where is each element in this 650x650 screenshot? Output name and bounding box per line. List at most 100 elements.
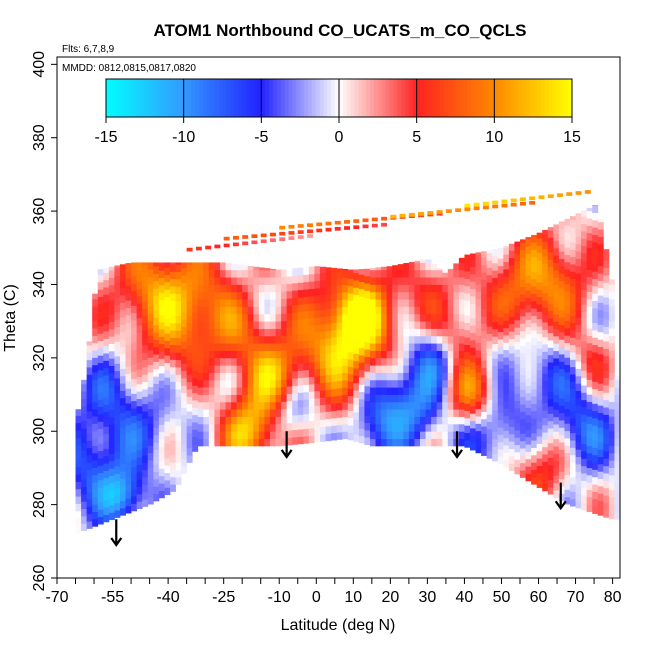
heatmap-cell bbox=[281, 408, 288, 417]
heatmap-cell bbox=[575, 500, 582, 509]
heatmap-cell bbox=[275, 306, 282, 315]
heatmap-cell bbox=[553, 409, 560, 418]
heatmap-cell bbox=[453, 263, 460, 271]
heatmap-cell bbox=[386, 394, 393, 403]
heatmap-cell bbox=[153, 471, 160, 480]
heatmap-cell bbox=[475, 276, 482, 285]
heatmap-cell bbox=[158, 490, 165, 499]
heatmap-cell bbox=[375, 299, 382, 307]
heatmap-strip-cell bbox=[399, 213, 406, 218]
heatmap-cell bbox=[458, 299, 465, 307]
heatmap-cell bbox=[142, 396, 149, 405]
heatmap-cell bbox=[303, 340, 310, 349]
heatmap-cell bbox=[392, 291, 399, 300]
heatmap-strip-cell bbox=[316, 228, 323, 233]
heatmap-cell bbox=[325, 433, 332, 442]
heatmap-cell bbox=[570, 491, 576, 500]
heatmap-cell bbox=[136, 273, 143, 282]
heatmap-cell bbox=[581, 210, 588, 217]
heatmap-strip-cell bbox=[390, 214, 397, 219]
heatmap-cell bbox=[375, 387, 382, 395]
heatmap-cell bbox=[92, 394, 99, 402]
heatmap-cell bbox=[586, 232, 593, 241]
heatmap-cell bbox=[81, 508, 88, 517]
heatmap-cell bbox=[447, 321, 454, 329]
heatmap-cell bbox=[375, 431, 382, 439]
heatmap-cell bbox=[386, 409, 393, 417]
heatmap-cell bbox=[103, 279, 110, 288]
heatmap-cell bbox=[247, 321, 254, 329]
heatmap-cell bbox=[425, 262, 432, 271]
heatmap-cell bbox=[97, 406, 104, 415]
heatmap-cell bbox=[214, 262, 221, 271]
heatmap-cell bbox=[486, 355, 493, 364]
heatmap-cell bbox=[153, 412, 160, 421]
heatmap-cell bbox=[403, 291, 410, 300]
heatmap-cell bbox=[375, 343, 382, 351]
heatmap-cell bbox=[108, 292, 115, 300]
heatmap-cell bbox=[586, 262, 593, 270]
heatmap-cell bbox=[431, 372, 438, 381]
heatmap-cell bbox=[81, 427, 88, 436]
heatmap-cell bbox=[436, 365, 443, 373]
heatmap-cell bbox=[475, 269, 482, 278]
heatmap-cell bbox=[336, 373, 343, 382]
heatmap-cell bbox=[203, 277, 210, 285]
heatmap-cell bbox=[197, 431, 204, 439]
heatmap-cell bbox=[558, 287, 565, 296]
heatmap-cell bbox=[231, 269, 238, 278]
colorbar-swatch bbox=[327, 79, 332, 117]
heatmap-cell bbox=[297, 385, 304, 393]
heatmap-cell bbox=[492, 255, 499, 264]
heatmap-cell bbox=[153, 383, 160, 392]
heatmap-cell bbox=[381, 401, 388, 410]
colorbar-swatch bbox=[568, 79, 573, 117]
heatmap-cell bbox=[431, 423, 438, 432]
heatmap-cell bbox=[575, 317, 582, 325]
heatmap-cell bbox=[103, 411, 110, 420]
heatmap-cell bbox=[236, 306, 243, 315]
heatmap-cell bbox=[308, 391, 315, 400]
heatmap-cell bbox=[397, 343, 404, 351]
heatmap-cell bbox=[186, 403, 193, 412]
heatmap-cell bbox=[231, 387, 238, 395]
heatmap-cell bbox=[336, 329, 343, 338]
heatmap-cell bbox=[119, 375, 126, 384]
colorbar-swatch bbox=[397, 79, 402, 117]
heatmap-cell bbox=[586, 430, 593, 439]
heatmap-cell bbox=[147, 364, 154, 373]
heatmap-cell bbox=[592, 381, 599, 390]
heatmap-cell bbox=[381, 321, 388, 329]
heatmap-cell bbox=[108, 490, 115, 499]
heatmap-cell bbox=[153, 456, 160, 465]
heatmap-cell bbox=[508, 294, 515, 303]
heatmap-cell bbox=[303, 325, 310, 334]
heatmap-cell bbox=[231, 409, 238, 417]
heatmap-cell bbox=[514, 327, 521, 335]
heatmap-cell bbox=[414, 438, 421, 447]
heatmap-cell bbox=[503, 423, 510, 431]
heatmap-cell bbox=[503, 445, 510, 453]
heatmap-cell bbox=[481, 352, 488, 361]
heatmap-cell bbox=[108, 365, 115, 374]
heatmap-cell bbox=[614, 504, 621, 513]
heatmap-strip-cell bbox=[316, 222, 323, 227]
heatmap-cell bbox=[458, 431, 465, 439]
heatmap-cell bbox=[603, 355, 610, 364]
heatmap-cell bbox=[292, 392, 299, 401]
heatmap-cell bbox=[475, 298, 482, 307]
colorbar-swatch bbox=[505, 79, 511, 117]
heatmap-cell bbox=[375, 306, 382, 315]
heatmap-cell bbox=[197, 306, 204, 315]
heatmap-cell bbox=[492, 365, 499, 374]
heatmap-cell bbox=[186, 367, 193, 375]
heatmap-cell bbox=[169, 300, 176, 309]
heatmap-cell bbox=[508, 257, 515, 266]
heatmap-cell bbox=[492, 321, 499, 330]
heatmap-cell bbox=[608, 467, 615, 476]
heatmap-cell bbox=[219, 423, 226, 432]
heatmap-cell bbox=[553, 402, 560, 410]
heatmap-cell bbox=[592, 498, 599, 507]
heatmap-cell bbox=[119, 485, 126, 494]
heatmap-cell bbox=[458, 401, 465, 410]
